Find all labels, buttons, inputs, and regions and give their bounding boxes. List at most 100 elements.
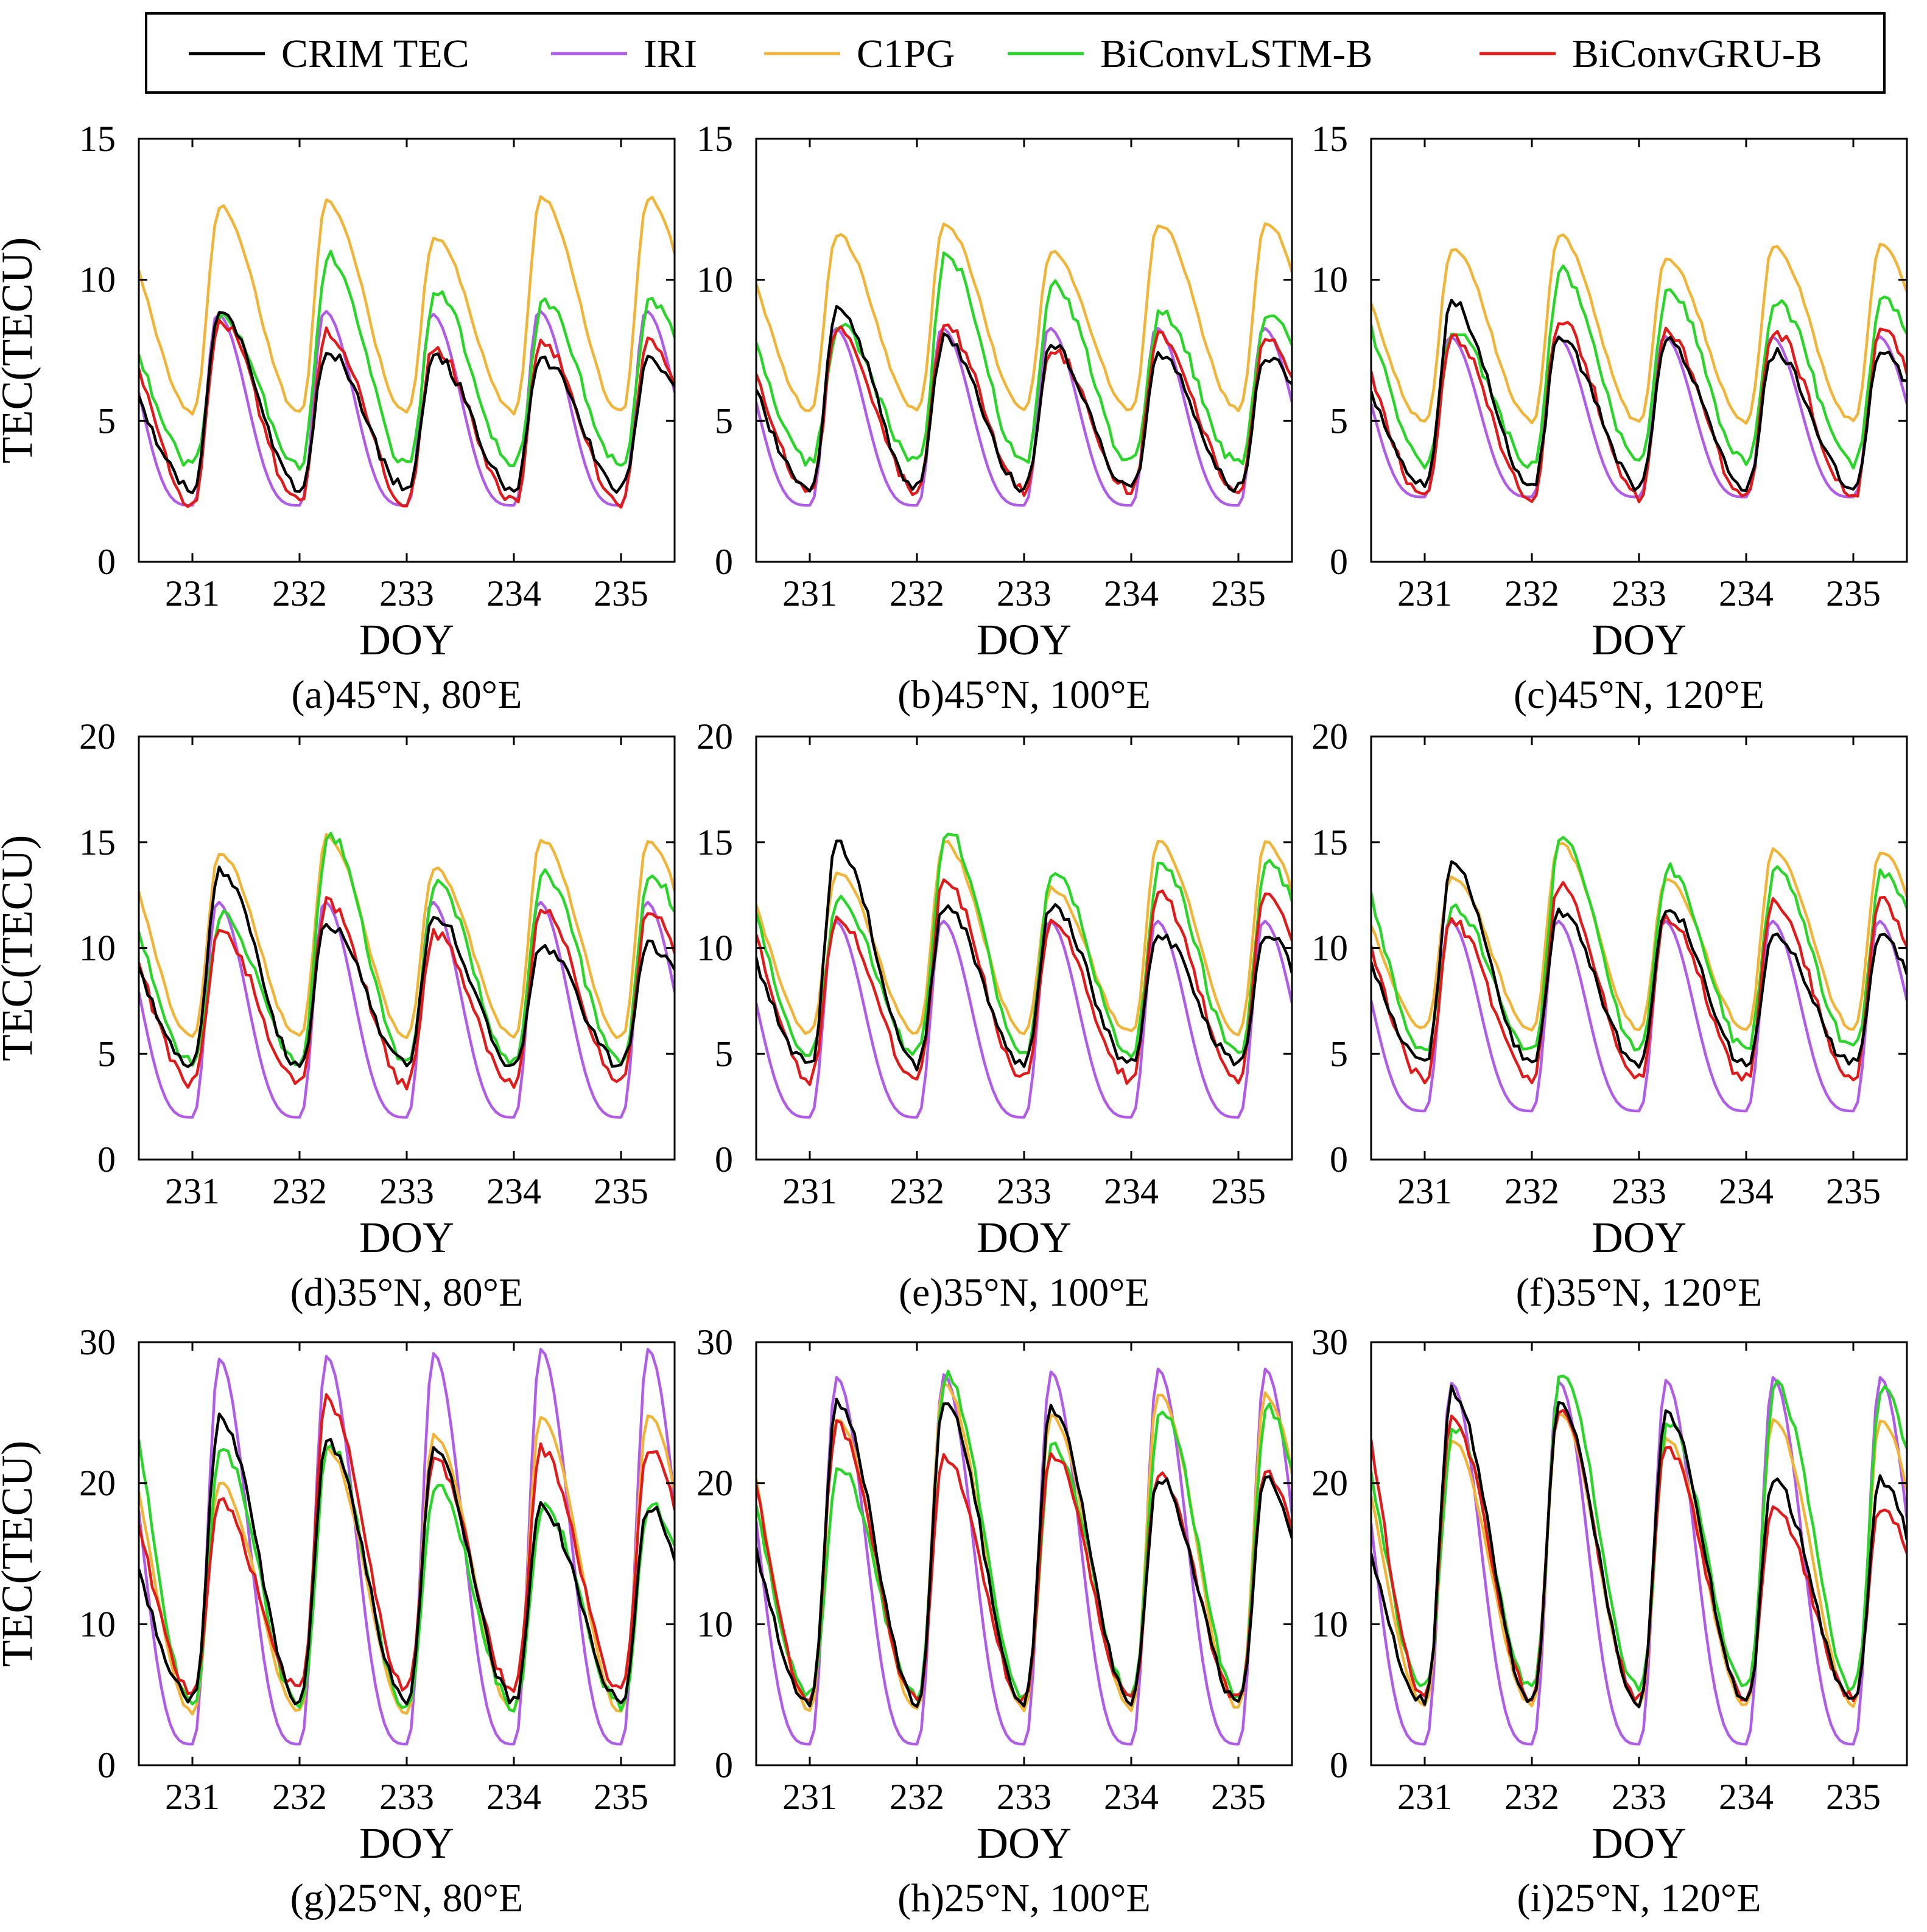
x-tick-label: 231	[165, 1171, 220, 1211]
series-line	[756, 304, 1292, 493]
x-tick-label: 235	[594, 573, 648, 614]
y-tick-label: 10	[1311, 1604, 1348, 1644]
x-tick-label: 232	[272, 1171, 327, 1211]
series-lines	[756, 222, 1292, 507]
series-lines	[1371, 836, 1907, 1113]
y-tick-label: 0	[97, 542, 116, 582]
x-tick-label: 234	[1104, 1171, 1159, 1211]
series-line	[756, 327, 1292, 507]
x-tick-label: 234	[486, 573, 541, 614]
series-line	[139, 1348, 675, 1746]
chart-panel: 0 5 10 15 20 231 232 233 234 235 DOY (e)35°N, 100°E	[697, 716, 1293, 1315]
x-tick-label: 233	[997, 1777, 1051, 1817]
y-tick-label: 20	[79, 716, 116, 757]
panel-caption: (e)35°N, 100°E	[899, 1270, 1150, 1315]
x-axis-label: DOY	[1592, 1819, 1687, 1867]
series-line	[756, 839, 1292, 1072]
x-tick-label: 235	[1826, 573, 1881, 614]
y-tick-label: 5	[1330, 401, 1348, 441]
x-tick-label: 235	[594, 1777, 648, 1817]
x-tick-label: 233	[1612, 1777, 1666, 1817]
x-axis-label: DOY	[359, 1213, 454, 1262]
x-tick-label: 232	[1504, 573, 1559, 614]
y-tick-label: 0	[715, 542, 733, 582]
y-tick-label: 10	[79, 260, 116, 300]
x-tick-label: 235	[1211, 1777, 1266, 1817]
legend: CRIM TEC IRI C1PG BiConvLSTM-B BiConvGRU-B	[145, 12, 1886, 94]
y-axis-label: TEC(TECU)	[0, 835, 41, 1062]
y-tick-label: 10	[79, 1604, 116, 1644]
panel-caption: (f)35°N, 120°E	[1516, 1270, 1763, 1315]
x-tick-label: 235	[594, 1171, 648, 1211]
series-line	[1371, 1412, 1907, 1709]
series-line	[1371, 1384, 1907, 1709]
y-tick-label: 5	[1330, 1034, 1348, 1074]
series-line	[756, 1419, 1292, 1704]
chart-panel: 0 5 10 15 231 232 233 234 235 DOY (a)45°N, 80°E TEC…	[0, 119, 676, 717]
panel-caption: (b)45°N, 100°E	[897, 673, 1151, 717]
x-axis-label: DOY	[977, 1819, 1072, 1867]
x-tick-label: 234	[486, 1777, 541, 1817]
panel-caption: (a)45°N, 80°E	[291, 673, 522, 717]
chart-panel: 0 5 10 15 231 232 233 234 235 DOY (b)45°N, 100°E	[697, 119, 1293, 717]
series-lines	[1371, 233, 1907, 503]
y-tick-label: 10	[79, 928, 116, 968]
series-line	[1371, 919, 1907, 1113]
y-tick-label: 0	[97, 1745, 116, 1785]
series-line	[139, 1393, 675, 1696]
series-line	[1371, 1409, 1907, 1703]
x-tick-label: 235	[1826, 1171, 1881, 1211]
panel-caption: (c)45°N, 120°E	[1514, 673, 1764, 717]
x-tick-label: 233	[379, 573, 434, 614]
y-tick-label: 10	[697, 928, 733, 968]
y-tick-label: 10	[1311, 260, 1348, 300]
x-tick-label: 234	[1104, 573, 1159, 614]
x-tick-label: 232	[890, 1777, 944, 1817]
x-tick-label: 231	[782, 1171, 837, 1211]
x-tick-label: 232	[1504, 1777, 1559, 1817]
x-tick-label: 234	[1104, 1777, 1159, 1817]
x-tick-label: 235	[1826, 1777, 1881, 1817]
x-tick-label: 234	[1719, 1171, 1774, 1211]
x-tick-label: 231	[1397, 1777, 1452, 1817]
y-tick-label: 30	[1311, 1322, 1348, 1362]
y-tick-label: 20	[1311, 1463, 1348, 1503]
x-tick-label: 232	[890, 1171, 944, 1211]
x-axis-label: DOY	[977, 615, 1072, 664]
y-tick-label: 10	[1311, 928, 1348, 968]
x-tick-label: 232	[890, 573, 944, 614]
x-tick-label: 232	[272, 1777, 327, 1817]
series-lines	[139, 195, 675, 509]
legend-label: BiConvGRU-B	[1572, 32, 1822, 76]
chart-panel: 0 5 10 15 231 232 233 234 235 DOY (c)45°N, 120°E	[1311, 119, 1908, 717]
series-line	[139, 900, 675, 1119]
y-tick-label: 10	[697, 260, 733, 300]
y-tick-label: 0	[97, 1139, 116, 1180]
series-lines	[756, 1367, 1292, 1746]
y-axis-label: TEC(TECU)	[0, 1441, 41, 1667]
y-tick-label: 15	[1311, 119, 1348, 159]
x-tick-label: 231	[165, 573, 220, 614]
y-tick-label: 0	[1330, 542, 1348, 582]
x-tick-label: 233	[1612, 573, 1666, 614]
y-tick-label: 20	[697, 1463, 733, 1503]
y-tick-label: 20	[1311, 716, 1348, 757]
panel-caption: (h)25°N, 100°E	[897, 1876, 1151, 1920]
y-tick-label: 20	[79, 1463, 116, 1503]
y-tick-label: 5	[715, 1034, 733, 1074]
x-tick-label: 234	[1719, 573, 1774, 614]
x-tick-label: 235	[1211, 1171, 1266, 1211]
x-axis-label: DOY	[1592, 615, 1687, 664]
legend-label: C1PG	[857, 32, 955, 76]
series-line	[756, 323, 1292, 497]
y-tick-label: 0	[715, 1745, 733, 1785]
y-tick-label: 30	[697, 1322, 733, 1362]
series-line	[1371, 881, 1907, 1085]
panel-caption: (i)25°N, 120°E	[1517, 1876, 1761, 1920]
x-axis-label: DOY	[977, 1213, 1072, 1262]
legend-label: IRI	[644, 32, 697, 76]
y-axis-label: TEC(TECU)	[0, 237, 41, 464]
x-tick-label: 233	[1612, 1171, 1666, 1211]
y-tick-label: 5	[97, 1034, 116, 1074]
